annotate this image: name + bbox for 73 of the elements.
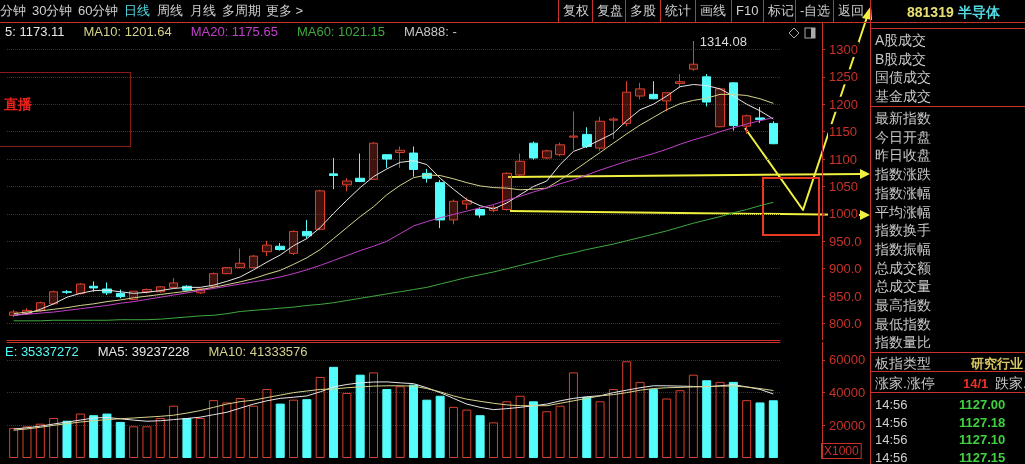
text: 总成交额 (875, 259, 931, 276)
text: 今日开盘 (875, 128, 931, 145)
text: MA10: 41333576 (208, 344, 308, 359)
text: -自选 (800, 3, 831, 19)
y-axis-title: X1000 (824, 444, 860, 458)
text: MA60: 1021.15 (296, 24, 386, 39)
text: 1127.00 (959, 397, 1006, 413)
annotation: 1314.08 (699, 34, 747, 50)
text: 画线 (700, 3, 726, 19)
text: 更多 > (266, 3, 304, 19)
text: 14:56 (875, 414, 908, 431)
text: 基金成交 (875, 87, 931, 104)
text: 60分钟 (78, 3, 119, 19)
text: 板指类型 (875, 355, 931, 371)
text: 指数振幅 (875, 240, 931, 257)
text: 30分钟 (32, 3, 73, 19)
y-tick-label: 800.0 (829, 316, 862, 332)
text: MA10: 1201.64 (83, 24, 172, 39)
text: 1127.18 (959, 414, 1006, 431)
text: 最新指数 (875, 110, 931, 126)
text: 分钟 (0, 3, 26, 19)
text: 指数换手 (875, 222, 931, 239)
text: 返回 (838, 3, 864, 19)
text: 统计 (665, 3, 691, 19)
y-tick-label: 60000 (829, 352, 866, 368)
text: 昨日收盘 (875, 147, 931, 164)
y-tick-label: 40000 (829, 385, 866, 401)
text: 5: 1173.11 (5, 24, 65, 39)
text: 研究行业 (971, 356, 1023, 372)
text: 跌家. (995, 375, 1025, 391)
text: 平均涨幅 (875, 203, 931, 220)
text: 复权 (563, 3, 589, 19)
text: 周线 (157, 3, 183, 19)
annotation: 直播 (4, 96, 32, 112)
text: 总成交量 (875, 278, 931, 295)
y-tick-label: 1050 (829, 178, 858, 194)
text: 多股 (630, 3, 656, 19)
text: MA20: 1175.65 (190, 24, 278, 39)
text: 指数量比 (875, 334, 931, 351)
y-tick-label: 20000 (829, 417, 866, 433)
text: 最高指数 (875, 297, 931, 313)
text: 指数涨幅 (875, 184, 931, 201)
text: 标记 (768, 3, 794, 19)
text: 多周期 (222, 3, 261, 19)
text: 国债成交 (875, 69, 931, 86)
text: A股成交 (875, 32, 927, 48)
y-tick-label: 1150 (829, 124, 857, 140)
text: 14/1 (963, 376, 989, 392)
y-tick-label: 1250 (829, 69, 858, 85)
text: E: 35337272 (5, 344, 79, 359)
y-tick-label: 1200 (829, 96, 858, 112)
y-tick-label: 1100 (829, 151, 857, 167)
text: F10 (736, 3, 759, 19)
y-tick-label: 1300 (829, 41, 858, 57)
text: 日线 (124, 3, 150, 19)
text: 指数涨跌 (875, 166, 931, 183)
text: B股成交 (875, 50, 927, 67)
legend-label: MA888: - (404, 24, 457, 39)
text: 复盘 (597, 3, 623, 19)
text: 14:56 (875, 449, 908, 464)
y-tick-label: 950.0 (829, 233, 862, 249)
y-tick-label: 900.0 (829, 261, 862, 277)
text: 涨家.涨停 (875, 375, 935, 391)
y-tick-label: 1000 (829, 206, 858, 222)
y-tick-label: 850.0 (829, 288, 862, 304)
text: 1127.15 (959, 449, 1006, 464)
text: 最低指数 (875, 315, 931, 332)
text: 1127.10 (959, 432, 1006, 448)
text: MA5: 39237228 (97, 344, 190, 359)
text: 14:56 (875, 397, 908, 413)
text: 14:56 (875, 432, 908, 448)
text: 月线 (190, 3, 216, 19)
text: 881319 半导体 (907, 4, 1000, 20)
